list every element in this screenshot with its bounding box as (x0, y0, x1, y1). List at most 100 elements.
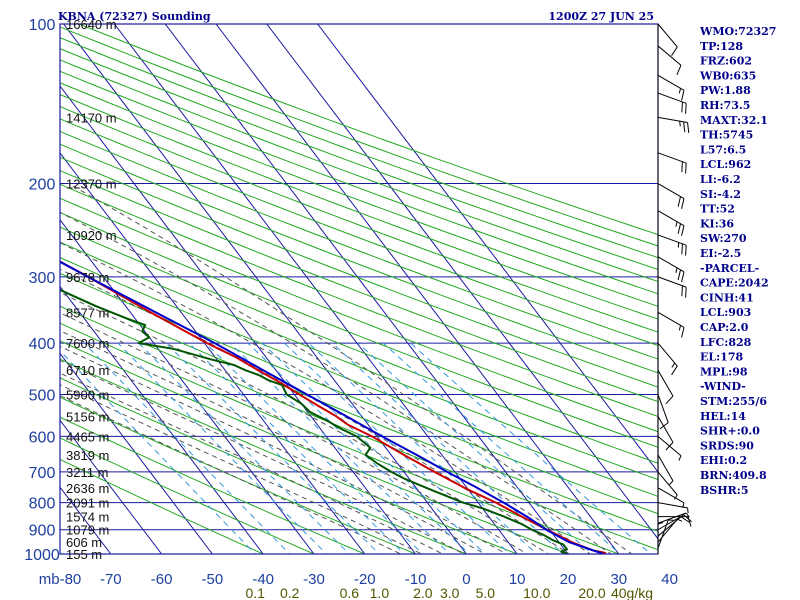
mixing-ratio-line (60, 350, 256, 554)
mixing-ratio-label: 0.1 (245, 585, 265, 600)
chart-time: 1200Z 27 JUN 25 (548, 10, 654, 23)
dry-adiabat (60, 48, 658, 270)
wind-barb-shaft (657, 342, 678, 367)
index-entry: SHR+:0.0 (700, 425, 760, 438)
wind-barb-shaft (657, 276, 687, 288)
wind-barb-flag (685, 103, 687, 114)
moist-adiabat (60, 312, 529, 554)
pressure-tick-label: 400 (29, 336, 56, 353)
mixing-ratio-line (229, 342, 451, 554)
height-label: 2636 m (66, 481, 109, 496)
wind-barb (657, 369, 674, 405)
wind-barb (657, 152, 687, 174)
mixing-ratio-label: 40g/kg (611, 585, 653, 600)
isotherm-line (60, 85, 416, 554)
index-entry: CINH:41 (700, 291, 754, 304)
height-label: 8577 m (66, 305, 109, 320)
dry-adiabat (60, 59, 658, 283)
dry-adiabat (60, 305, 658, 551)
wind-barbs (657, 23, 692, 554)
wind-barb-flag (681, 90, 685, 101)
mixing-ratio-line (331, 342, 564, 554)
temperature-tick-label: 0 (462, 571, 470, 588)
wind-barb-shaft (657, 210, 685, 227)
isotherm-line (60, 285, 264, 554)
wind-barb (657, 74, 685, 101)
wind-barb (657, 471, 678, 500)
wind-barb-shaft (657, 416, 674, 443)
dry-adiabat (60, 156, 658, 388)
wind-barb-shaft (657, 487, 685, 504)
index-entry: WB0:635 (699, 69, 756, 82)
wind-barb-shaft (657, 394, 669, 423)
wind-barb (657, 516, 690, 537)
index-entry: -PARCEL- (700, 262, 759, 275)
wind-barb-half (675, 267, 678, 274)
isotherm-line (63, 24, 467, 554)
parcel-line (60, 260, 604, 554)
wind-barb (657, 210, 685, 236)
wind-barb-shaft (657, 45, 682, 66)
index-entry: -WIND- (700, 380, 746, 393)
wind-barb-shaft (657, 471, 678, 496)
mixing-ratio-label: 10.0 (523, 585, 550, 600)
temperature-tick-label: 10 (509, 571, 526, 588)
mixing-ratio-line (382, 342, 621, 554)
index-entry: SRDS:90 (700, 439, 754, 452)
wind-barb-flag (671, 365, 678, 376)
mixing-ratio-line (83, 342, 291, 554)
wind-barb (657, 276, 687, 298)
wind-barb-flag (681, 285, 683, 297)
pressure-tick-label: 100 (29, 17, 56, 34)
index-entry: EHI:0.2 (700, 454, 747, 467)
index-entry: STM:255/6 (700, 395, 767, 408)
wind-barb-flag (683, 514, 692, 523)
height-labels: 16640 m 14170 m 12370 m 10920 m 9678 m 8577 m… (66, 17, 117, 562)
wind-barb-flag (681, 271, 685, 283)
wind-barb-half (682, 502, 685, 508)
height-label: 7600 m (66, 336, 109, 351)
wind-barb (657, 416, 674, 451)
wind-barb (657, 92, 687, 114)
temperature-tick-label: -50 (202, 571, 224, 588)
isotherm-line (266, 24, 658, 540)
height-label: 14170 m (66, 110, 117, 125)
dewpoint-line (60, 288, 569, 554)
mixing-ratio-label: 1.0 (370, 585, 390, 600)
mixing-ratio-label: 2.0 (413, 585, 433, 600)
moist-adiabat (68, 183, 633, 554)
wind-barb (657, 23, 678, 56)
dry-adiabat (60, 170, 658, 403)
wind-barb (657, 256, 685, 283)
pressure-tick-label: 300 (29, 270, 56, 287)
isotherm-line (60, 419, 162, 554)
index-entry: LCL:962 (700, 158, 751, 171)
mixing-ratio-line (205, 342, 424, 554)
mixing-ratio-line (410, 342, 652, 554)
index-entry: PW:1.88 (700, 84, 751, 97)
dry-adiabat (60, 118, 658, 346)
dry-adiabat (60, 130, 658, 360)
dry-adiabat (60, 226, 658, 464)
isotherm-line (60, 352, 213, 554)
moist-adiabat (60, 345, 487, 554)
wind-barb (657, 183, 685, 209)
wind-barb (657, 454, 674, 485)
temperature-tick-labels: mb-80 -70 -60 -50 -40 -30 -20 -10 0 10 20 30 40 (39, 571, 678, 588)
index-entry: EL:178 (700, 351, 743, 364)
temperature-tick-label: -10 (405, 571, 427, 588)
index-entry: MPL:98 (700, 365, 748, 378)
wind-barb-shaft (657, 516, 682, 537)
moist-adiabat (60, 395, 402, 554)
temperature-tick-label: 20 (560, 571, 577, 588)
dry-adiabat (60, 272, 658, 515)
index-entry: LCL:903 (700, 306, 751, 319)
temperature-tick-label: mb-80 (39, 571, 82, 588)
pressure-tick-labels: 100 200 300 400 500 600 700 800 900 1000 (24, 17, 60, 564)
dry-adiabat (60, 241, 658, 481)
dry-adiabat (60, 197, 658, 433)
dry-adiabat (60, 340, 570, 554)
mixing-ratio-line (188, 342, 406, 554)
